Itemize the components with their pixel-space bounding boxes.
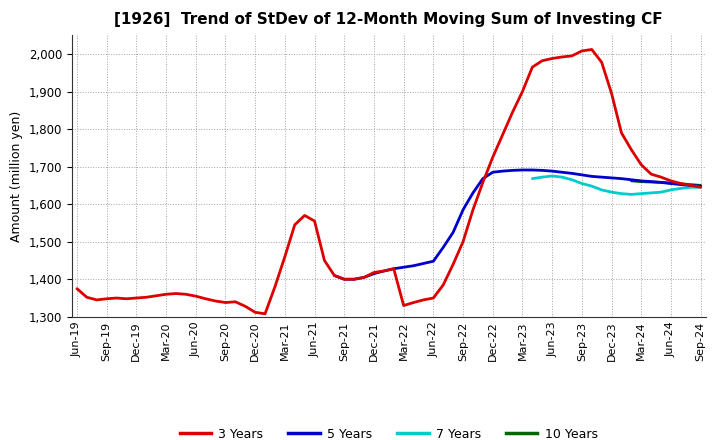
Y-axis label: Amount (million yen): Amount (million yen) bbox=[10, 110, 23, 242]
Legend: 3 Years, 5 Years, 7 Years, 10 Years: 3 Years, 5 Years, 7 Years, 10 Years bbox=[175, 423, 603, 440]
Title: [1926]  Trend of StDev of 12-Month Moving Sum of Investing CF: [1926] Trend of StDev of 12-Month Moving… bbox=[114, 12, 663, 27]
